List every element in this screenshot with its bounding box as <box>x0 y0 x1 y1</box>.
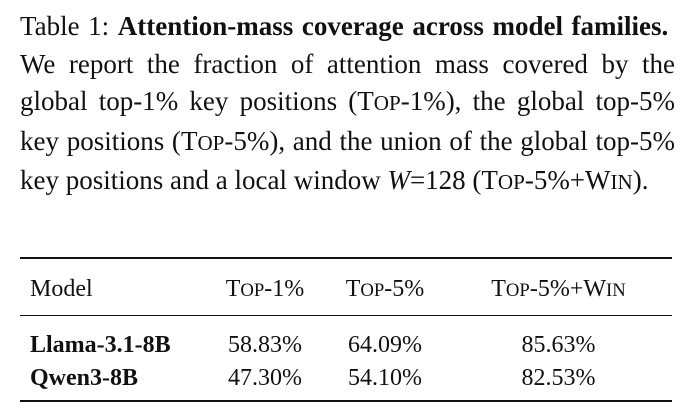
caption-text: ). <box>632 165 649 195</box>
caption-text: ), the global top-5 <box>445 86 653 116</box>
table-row: Qwen3-8B 47.30% 54.10% 82.53% <box>20 360 672 401</box>
table-row: Llama-3.1-8B 58.83% 64.09% 85.63% <box>20 315 672 361</box>
table-header-row: Model TOP-1% TOP-5% TOP-5%+WIN <box>20 258 672 316</box>
cell-model: Qwen3-8B <box>30 364 138 391</box>
caption-text: =128 ( <box>409 165 482 195</box>
header-model: Model <box>30 275 93 302</box>
cell-top5-win: 85.63% <box>521 331 596 358</box>
cell-model: Llama-3.1-8B <box>30 331 171 358</box>
cell-top5: 64.09% <box>348 331 422 358</box>
cell-top5-win: 82.53% <box>521 364 596 391</box>
results-table: Model TOP-1% TOP-5% TOP-5%+WIN Llama-3.1… <box>20 257 672 402</box>
results-table-container: Model TOP-1% TOP-5% TOP-5%+WIN Llama-3.1… <box>20 257 672 402</box>
caption-text: key positions ( <box>189 86 358 116</box>
header-top5: TOP-5% <box>345 275 425 302</box>
caption-text: We report the fraction of attention mass… <box>20 48 675 117</box>
cell-top1: 47.30% <box>228 364 302 391</box>
caption-label: Table 1: <box>20 11 110 41</box>
cell-top5: 54.10% <box>348 364 422 391</box>
caption-text: ), and the union of the global top-5 <box>269 125 653 156</box>
percent-sign: % <box>652 125 676 156</box>
window-symbol: W <box>387 165 410 195</box>
caption-title: Attention-mass coverage across model fam… <box>117 11 669 41</box>
table-caption: Table 1: Attention-mass coverage across … <box>20 8 675 202</box>
header-top1: TOP-1% <box>225 275 305 302</box>
term-top5-win: TOP-5%+WIN <box>481 165 633 195</box>
caption-text: key positions and a local window <box>20 165 381 195</box>
cell-top1: 58.83% <box>228 331 302 358</box>
percent-sign: % <box>652 86 676 116</box>
header-top5-win: TOP-5%+WIN <box>491 275 626 302</box>
term-top5: TOP-5% <box>180 125 270 156</box>
percent-sign: % <box>155 86 179 116</box>
caption-text: key positions ( <box>20 125 181 156</box>
term-top1: TOP-1% <box>357 86 446 116</box>
